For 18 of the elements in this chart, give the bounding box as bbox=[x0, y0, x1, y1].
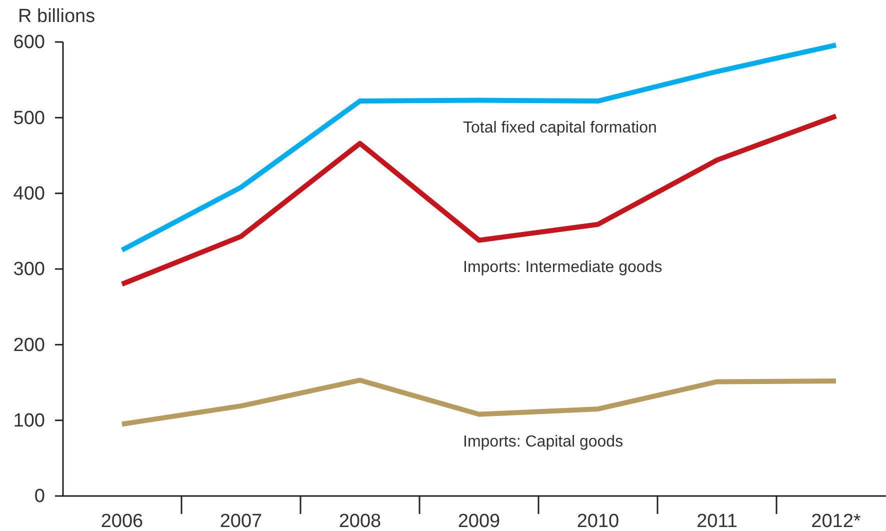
series-label: Imports: Capital goods bbox=[463, 433, 624, 450]
x-tick-label: 2007 bbox=[220, 511, 262, 531]
y-tick-label: 200 bbox=[13, 334, 45, 356]
y-tick-label: 300 bbox=[13, 259, 45, 280]
x-tick-label: 2006 bbox=[100, 511, 144, 531]
y-tick-label: 400 bbox=[13, 183, 45, 204]
y-tick-label: 600 bbox=[13, 32, 45, 54]
x-tick-label: 2010 bbox=[576, 511, 620, 531]
y-axis-title: R billions bbox=[18, 6, 96, 27]
y-tick-label: 500 bbox=[13, 108, 45, 129]
x-tick-label: 2011 bbox=[696, 511, 738, 531]
y-tick-label: 0 bbox=[34, 486, 45, 508]
x-tick-label: 2008 bbox=[338, 511, 382, 531]
x-tick-label: 2009 bbox=[458, 511, 500, 531]
series-label: Total fixed capital formation bbox=[463, 119, 657, 136]
x-tick-label: 2012* bbox=[811, 511, 862, 531]
series-label: Imports: Intermediate goods bbox=[463, 259, 662, 276]
y-tick-label: 100 bbox=[13, 410, 45, 432]
